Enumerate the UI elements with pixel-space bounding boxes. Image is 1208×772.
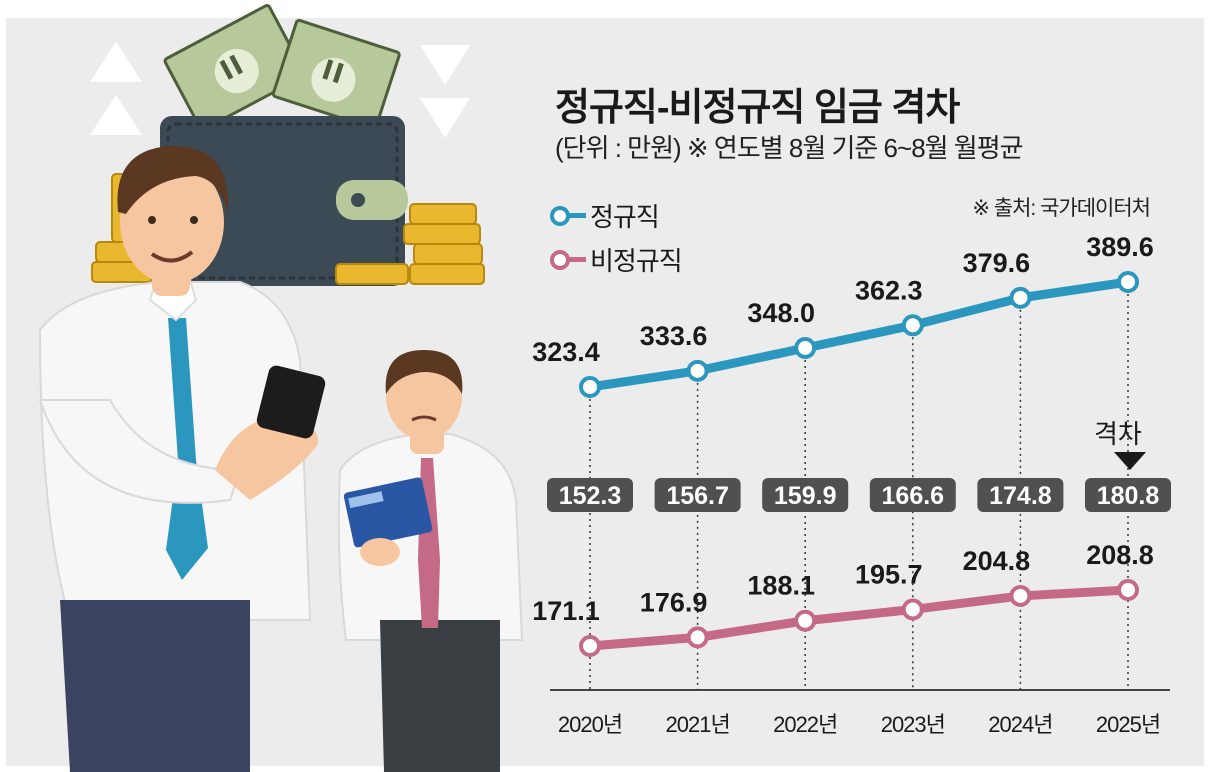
series-line [585, 277, 1133, 392]
data-point [579, 635, 601, 657]
data-label: 362.3 [855, 275, 923, 305]
x-tick-label: 2024년 [988, 712, 1052, 737]
legend-label-regular: 정규직 [590, 201, 660, 232]
source-note: ※ 출처: 국가데이터처 [972, 197, 1151, 220]
x-tick-label: 2025년 [1096, 712, 1160, 737]
gap-box [762, 478, 849, 512]
series-lines [585, 277, 1133, 651]
chart-title: 정규직-비정규직 임금 격차 [555, 87, 960, 129]
worried-man-figure [337, 350, 524, 772]
data-label: 208.8 [1086, 540, 1154, 570]
gap-note-label: 격차 [1094, 419, 1142, 449]
legend-item-nonregular: 비정규직 [548, 242, 683, 276]
data-point [1117, 271, 1139, 293]
data-point [1009, 286, 1032, 309]
data-label: 195.7 [855, 559, 923, 589]
data-points [579, 271, 1139, 657]
gap-box [977, 478, 1064, 512]
gap-boxes: 152.3 156.7 159.9 166.6 174.8 180.8 [547, 478, 1171, 512]
data-label: 333.6 [640, 321, 708, 351]
series-line [585, 585, 1133, 651]
legend-label-nonregular: 비정규직 [590, 245, 683, 276]
data-point [901, 598, 924, 621]
gap-box [654, 478, 741, 512]
data-label: 379.6 [963, 248, 1031, 278]
value-labels: 323.4 333.6 348.0 362.3 379.6 389.6 171.1 176.9… [532, 232, 1154, 626]
x-tick-labels: 2020년 2021년 2022년 2023년 2024년 2025년 [558, 712, 1161, 737]
data-point [579, 376, 601, 398]
gap-value-label: 174.8 [989, 482, 1052, 510]
data-label: 171.1 [532, 596, 600, 626]
data-label: 323.4 [532, 337, 600, 367]
gap-box [869, 478, 956, 512]
x-tick-label: 2022년 [773, 712, 837, 737]
x-tick-label: 2020년 [558, 712, 622, 737]
data-point [686, 626, 709, 649]
chart-subtitle: (단위 : 만원) ※ 연도별 8월 기준 6~8월 월평균 [555, 133, 1024, 163]
legend-marker-nonregular [548, 249, 590, 270]
data-label: 204.8 [963, 546, 1031, 576]
data-label: 188.1 [747, 571, 815, 601]
data-point [1009, 584, 1032, 607]
data-label: 348.0 [747, 298, 815, 328]
gap-value-label: 180.8 [1097, 482, 1160, 510]
x-tick-label: 2023년 [881, 712, 945, 737]
triangle-icons [90, 42, 470, 138]
x-tick-label: 2021년 [666, 712, 730, 737]
data-label: 389.6 [1086, 232, 1154, 262]
gap-value-label: 156.7 [666, 482, 729, 510]
data-point [794, 336, 817, 359]
gap-box [1085, 478, 1171, 512]
happy-man-figure [38, 145, 326, 772]
data-point [901, 314, 924, 337]
data-point [794, 609, 817, 632]
gap-box [547, 478, 633, 512]
legend-item-regular: 정규직 [548, 198, 660, 232]
gap-value-label: 159.9 [774, 482, 837, 510]
data-label: 176.9 [640, 587, 708, 617]
gap-value-label: 152.3 [559, 482, 622, 510]
legend-marker-regular [548, 205, 590, 226]
data-point [686, 359, 709, 382]
gap-value-label: 166.6 [882, 482, 945, 510]
gap-arrow-icon [1114, 452, 1146, 470]
data-point [1117, 579, 1139, 601]
banknote-icons [163, 4, 401, 131]
